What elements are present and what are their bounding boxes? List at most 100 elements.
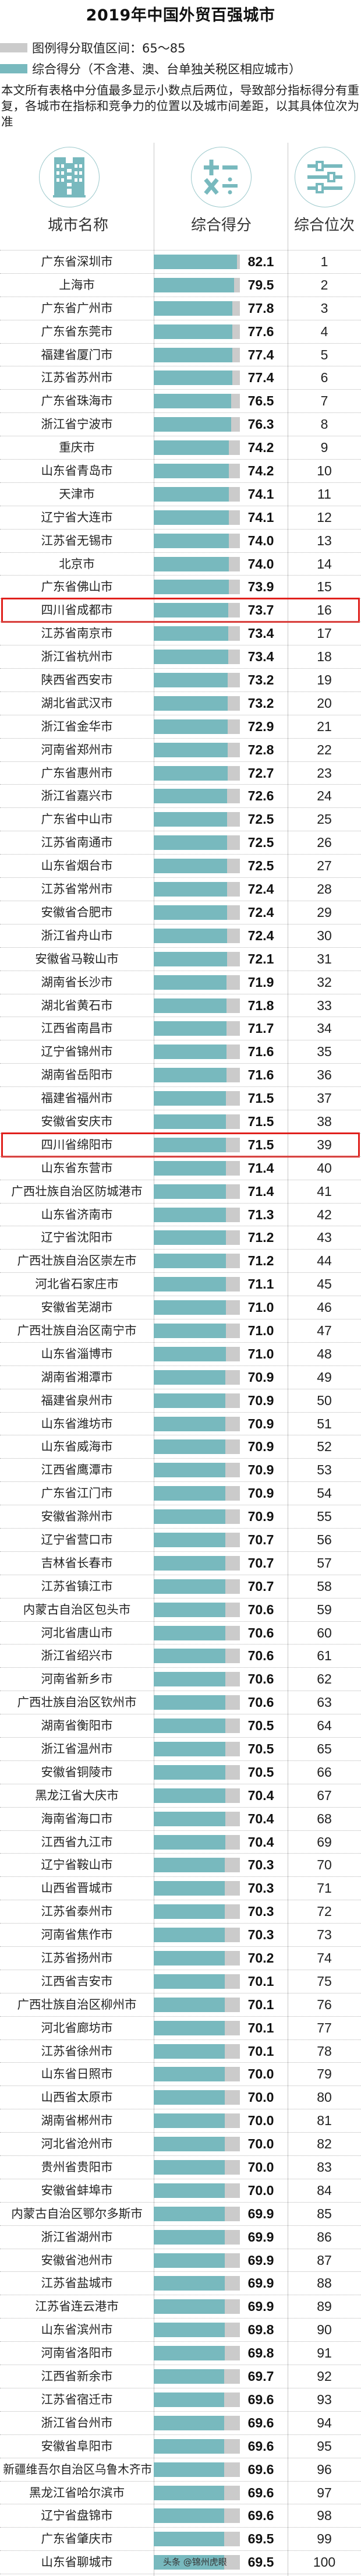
rank-label: 85 [317, 2206, 332, 2221]
score-bar [154, 1672, 225, 1687]
score-range-bar [154, 1625, 240, 1640]
rank-label: 68 [317, 1811, 332, 1826]
table-row: 安徽省蚌埠市 70.0 84 [0, 2178, 361, 2202]
score-range-bar [154, 2323, 240, 2338]
rank-label: 70 [317, 1857, 332, 1873]
rank-label: 46 [317, 1300, 332, 1315]
table-row: 江西省南昌市 71.7 34 [0, 1017, 361, 1040]
score-bar [154, 626, 228, 641]
score-bar [154, 812, 228, 827]
city-name-text: 浙江省湖州市 [41, 2229, 113, 2244]
table-row: 广东省珠海市 76.5 7 [0, 389, 361, 412]
score-label: 71.3 [247, 1206, 274, 1222]
score-range-bar [154, 1742, 240, 1756]
score-label: 71.5 [247, 1137, 274, 1152]
score-label: 72.9 [247, 718, 274, 734]
score-range-bar [154, 1346, 240, 1361]
rank-label: 3 [320, 300, 328, 316]
table-row: 浙江省温州市 70.5 65 [0, 1737, 361, 1760]
score-bar [154, 1207, 226, 1222]
score-label: 73.2 [247, 672, 274, 688]
table-row: 黑龙江省哈尔滨市 69.6 97 [0, 2480, 361, 2504]
city-name: 福建省福州市 [0, 1087, 154, 1110]
score-range-bar [154, 2508, 240, 2524]
table-row: 河北省廊坊市 70.1 77 [0, 2016, 361, 2039]
score-label: 77.6 [247, 323, 274, 339]
score-range-bar [154, 1695, 240, 1710]
score-bar [154, 301, 233, 316]
score-range-bar [154, 510, 240, 525]
score-label: 73.4 [247, 626, 274, 641]
city-name-text: 江苏省无锡市 [41, 533, 113, 548]
table-row: 四川省成都市 73.7 16 [0, 598, 361, 623]
rank-label: 26 [317, 835, 332, 851]
city-name-text: 江西省南昌市 [41, 1021, 113, 1036]
score-label: 70.6 [247, 1648, 274, 1664]
score-label: 70.0 [247, 2136, 274, 2152]
table-row: 浙江省绍兴市 70.6 61 [0, 1644, 361, 1667]
score-label: 76.3 [247, 417, 274, 432]
rank-label: 66 [317, 1764, 332, 1780]
score-bar [154, 1300, 226, 1315]
city-name-text: 江苏省镇江市 [41, 1579, 113, 1593]
table-row: 山东省淄博市 71.0 48 [0, 1342, 361, 1365]
city-name: 湖南省岳阳市 [0, 1064, 154, 1086]
city-name: 浙江省杭州市 [0, 645, 154, 668]
score-range-bar [154, 440, 240, 456]
score-bar [154, 464, 229, 479]
score-label: 74.1 [247, 509, 274, 525]
city-name: 重庆市 [0, 436, 154, 459]
score-label: 70.6 [247, 1625, 274, 1640]
legend-label-score: 综合得分（不含港、澳、台单独关税区相应城市） [32, 62, 301, 76]
score-range-bar [154, 1184, 240, 1199]
score-range-bar [154, 2020, 240, 2035]
rank-label: 91 [317, 2345, 332, 2361]
score-bar [154, 1649, 225, 1664]
score-bar [154, 370, 232, 386]
city-name-text: 福建省厦门市 [41, 347, 113, 362]
rank-label: 72 [317, 1904, 332, 1919]
city-name-text: 湖北省黄石市 [41, 998, 113, 1012]
score-bar [154, 1532, 226, 1547]
table-row: 广东省深圳市 82.1 1 [0, 250, 361, 273]
table-row: 北京市 74.0 14 [0, 552, 361, 576]
score-label: 72.4 [247, 927, 274, 943]
score-label: 77.4 [247, 347, 274, 362]
score-range-bar [154, 1230, 240, 1245]
score-bar [154, 2067, 225, 2082]
score-bar [154, 2253, 225, 2268]
score-label: 70.9 [247, 1485, 274, 1501]
rank-label: 17 [317, 626, 332, 641]
city-name-text: 江西省吉安市 [41, 1974, 113, 1988]
city-name: 浙江省温州市 [0, 1738, 154, 1760]
score-label: 69.8 [247, 2345, 274, 2361]
city-name-text: 广西壮族自治区柳州市 [17, 1997, 137, 2012]
table-row: 江苏省南京市 73.4 17 [0, 622, 361, 645]
rank-label: 48 [317, 1346, 332, 1361]
city-name-text: 四川省成都市 [41, 603, 113, 617]
city-name: 广东省肇庆市 [0, 2528, 154, 2550]
table-row: 吉林省长春市 70.7 57 [0, 1551, 361, 1575]
score-range-bar [154, 1555, 240, 1571]
table-row: 安徽省铜陵市 70.5 66 [0, 1760, 361, 1784]
score-bar [154, 510, 229, 525]
table-row: 江苏省徐州市 70.1 78 [0, 2039, 361, 2063]
score-label: 72.6 [247, 788, 274, 804]
city-name: 福建省厦门市 [0, 344, 154, 366]
score-range-bar [154, 1091, 240, 1106]
score-label: 70.6 [247, 1671, 274, 1687]
rank-label: 13 [317, 532, 332, 548]
rank-label: 59 [317, 1601, 332, 1617]
score-range-bar [154, 2346, 240, 2361]
score-range-bar [154, 255, 240, 269]
city-name-text: 广西壮族自治区钦州市 [17, 1695, 137, 1710]
city-name: 北京市 [0, 553, 154, 576]
city-name: 山东省济南市 [0, 1204, 154, 1226]
rank-label: 84 [317, 2182, 332, 2198]
score-range-bar [154, 556, 240, 571]
score-range-bar [154, 1439, 240, 1455]
city-name: 河南省新乡市 [0, 1668, 154, 1691]
table-row: 江苏省扬州市 70.2 74 [0, 1946, 361, 1970]
city-name-text: 河北省石家庄市 [35, 1277, 119, 1291]
score-bar [154, 1068, 226, 1083]
